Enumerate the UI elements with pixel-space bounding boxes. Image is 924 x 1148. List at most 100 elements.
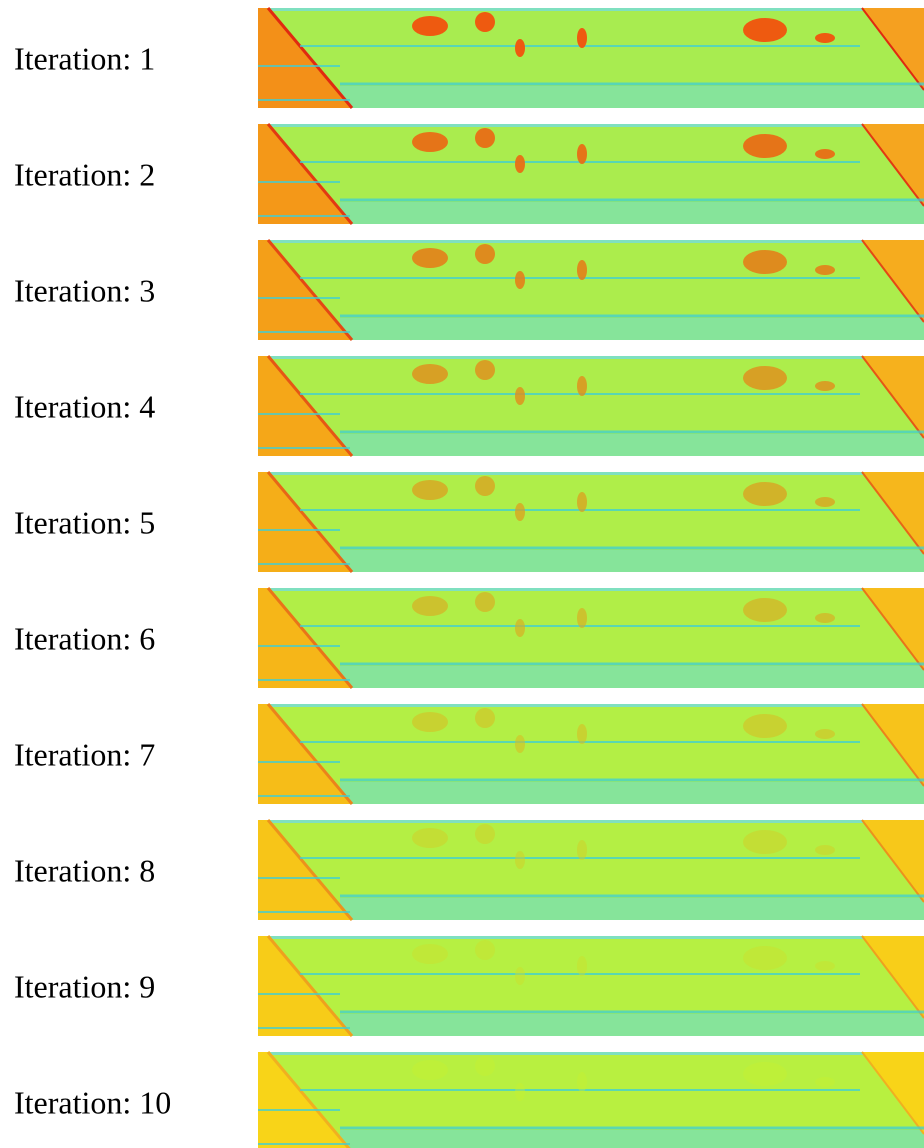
heatmap bbox=[258, 355, 924, 457]
hot-spot bbox=[515, 851, 525, 869]
hot-spot bbox=[815, 1077, 835, 1087]
heatmap-top-edge bbox=[258, 704, 924, 707]
heatmap-lower-band bbox=[340, 1014, 924, 1036]
left-region bbox=[258, 472, 352, 572]
heatmap bbox=[258, 1051, 924, 1148]
hot-spot bbox=[475, 128, 495, 148]
hot-spot bbox=[815, 613, 835, 623]
row-label: Iteration: 8 bbox=[14, 852, 155, 888]
heatmap-lower-band bbox=[340, 550, 924, 572]
hot-spot bbox=[412, 480, 448, 500]
hot-spot bbox=[515, 1083, 525, 1101]
hot-spot bbox=[743, 134, 787, 158]
hot-spot bbox=[743, 1062, 787, 1086]
heatmap-lower-band bbox=[340, 666, 924, 688]
hot-spot bbox=[412, 596, 448, 616]
right-edge bbox=[861, 935, 924, 1019]
hot-spot bbox=[577, 260, 587, 280]
hot-spot bbox=[577, 492, 587, 512]
hot-spot bbox=[743, 714, 787, 738]
heatmap-top-edge bbox=[258, 124, 924, 127]
hot-spot bbox=[577, 144, 587, 164]
hot-spot bbox=[577, 956, 587, 976]
heatmap-lower-band bbox=[340, 898, 924, 920]
right-edge bbox=[861, 1051, 924, 1135]
row-label: Iteration: 9 bbox=[14, 968, 155, 1004]
hot-spot bbox=[475, 244, 495, 264]
heatmap-lower-band bbox=[340, 202, 924, 224]
hot-spot bbox=[515, 39, 525, 57]
row-label: Iteration: 1 bbox=[14, 40, 155, 76]
hot-spot bbox=[577, 840, 587, 860]
heatmap bbox=[258, 703, 924, 805]
left-region bbox=[258, 240, 352, 340]
left-edge bbox=[266, 1051, 351, 1148]
heatmap bbox=[258, 935, 924, 1037]
left-region bbox=[258, 936, 352, 1036]
hot-spot bbox=[475, 824, 495, 844]
hot-spot bbox=[743, 482, 787, 506]
heatmap-lower-band bbox=[340, 1130, 924, 1148]
left-edge bbox=[266, 355, 354, 457]
left-edge bbox=[266, 819, 354, 921]
hot-spot bbox=[475, 1056, 495, 1076]
left-edge bbox=[266, 703, 354, 805]
hot-spot bbox=[815, 845, 835, 855]
right-edge bbox=[861, 703, 924, 787]
left-region bbox=[258, 124, 352, 224]
hot-spot bbox=[577, 608, 587, 628]
heatmap-top-edge bbox=[258, 936, 924, 939]
left-region bbox=[258, 8, 352, 108]
row-label: Iteration: 6 bbox=[14, 620, 155, 656]
left-region bbox=[258, 356, 352, 456]
hot-spot bbox=[577, 724, 587, 744]
left-region bbox=[258, 588, 352, 688]
row-label: Iteration: 10 bbox=[14, 1084, 171, 1120]
left-region bbox=[258, 704, 352, 804]
hot-spot bbox=[743, 366, 787, 390]
heatmap-top-edge bbox=[258, 472, 924, 475]
hot-spot bbox=[412, 132, 448, 152]
right-edge bbox=[861, 471, 924, 555]
left-edge bbox=[266, 587, 354, 689]
hot-spot bbox=[412, 712, 448, 732]
right-edge bbox=[861, 7, 924, 91]
hot-spot bbox=[515, 271, 525, 289]
hot-spot bbox=[412, 248, 448, 268]
hot-spot bbox=[743, 250, 787, 274]
heatmap-top-edge bbox=[258, 356, 924, 359]
row-label: Iteration: 4 bbox=[14, 388, 155, 424]
left-edge bbox=[266, 471, 354, 573]
right-edge bbox=[861, 819, 924, 903]
hot-spot bbox=[815, 265, 835, 275]
hot-spot bbox=[515, 155, 525, 173]
hot-spot bbox=[475, 592, 495, 612]
heatmap-top-edge bbox=[258, 8, 924, 11]
hot-spot bbox=[515, 619, 525, 637]
right-edge bbox=[861, 355, 924, 439]
hot-spot bbox=[743, 598, 787, 622]
row-label: Iteration: 2 bbox=[14, 156, 155, 192]
hot-spot bbox=[475, 360, 495, 380]
hot-spot bbox=[515, 735, 525, 753]
heatmap bbox=[258, 819, 924, 921]
heatmap-top-edge bbox=[258, 1052, 924, 1055]
heatmap-lower-band bbox=[340, 782, 924, 804]
heatmap bbox=[258, 239, 924, 341]
row-label: Iteration: 5 bbox=[14, 504, 155, 540]
hot-spot bbox=[815, 497, 835, 507]
hot-spot bbox=[577, 376, 587, 396]
heatmap bbox=[258, 471, 924, 573]
row-label: Iteration: 3 bbox=[14, 272, 155, 308]
heatmap-top-edge bbox=[258, 240, 924, 243]
hot-spot bbox=[412, 16, 448, 36]
hot-spot bbox=[577, 1072, 587, 1092]
hot-spot bbox=[412, 364, 448, 384]
hot-spot bbox=[815, 149, 835, 159]
hot-spot bbox=[577, 28, 587, 48]
hot-spot bbox=[412, 828, 448, 848]
left-edge bbox=[266, 7, 354, 109]
hot-spot bbox=[412, 944, 448, 964]
hot-spot bbox=[515, 387, 525, 405]
hot-spot bbox=[475, 940, 495, 960]
